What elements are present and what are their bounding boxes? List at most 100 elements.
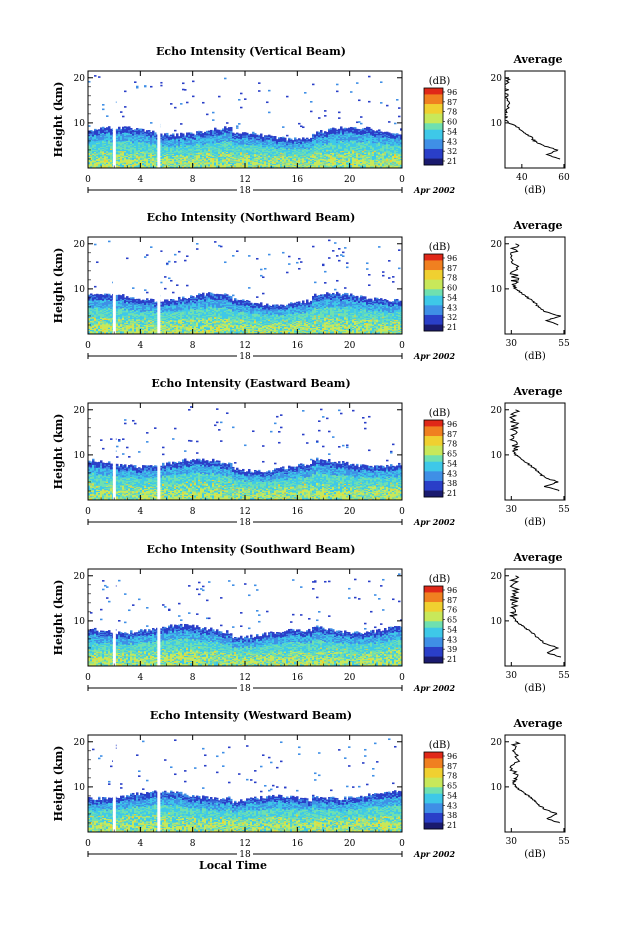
panel-3: Echo Intensity (Eastward Beam) 20 10 Height… [52, 377, 570, 528]
avg-x-axis-label: (dB) [524, 351, 546, 362]
colorbar-tick-label: 78 [447, 772, 457, 781]
colorbar [423, 419, 444, 498]
y-tick-label: 20 [74, 572, 86, 582]
x-tick-label: 0 [399, 839, 405, 849]
average-profile-line [508, 575, 562, 658]
x-tick-label: 4 [137, 507, 143, 517]
colorbar [423, 751, 444, 830]
colorbar-tick-label: 21 [447, 821, 457, 830]
x-tick-label: 4 [137, 673, 143, 683]
heatmap [88, 237, 402, 334]
y-axis-label: Height (km) [52, 248, 65, 324]
x-tick-label: 0 [399, 341, 405, 351]
colorbar-tick-label: 21 [447, 157, 457, 166]
x-tick-label: 20 [344, 175, 356, 185]
colorbar-tick-label: 87 [447, 762, 457, 771]
average-frame [504, 402, 566, 501]
colorbar-tick-label: 54 [447, 127, 457, 136]
date-label: Apr 2002 [413, 517, 456, 527]
colorbar-tick-label: 43 [447, 635, 457, 644]
date-label: Apr 2002 [413, 683, 456, 693]
x-tick-label: 0 [85, 175, 91, 185]
heatmap [88, 71, 402, 168]
colorbar-tick-label: 43 [447, 137, 457, 146]
panel-1: Echo Intensity (Vertical Beam) 20 10 Height… [52, 45, 570, 196]
average-title: Average [512, 53, 562, 66]
colorbar-tick-label: 43 [447, 469, 457, 478]
y-axis-label: Height (km) [52, 414, 65, 490]
avg-x-tick-label: 55 [558, 339, 570, 349]
colorbar-tick-label: 39 [447, 645, 457, 654]
avg-x-tick-label: 55 [558, 505, 570, 515]
avg-x-tick-label: 30 [506, 339, 518, 349]
x-tick-label: 20 [344, 839, 356, 849]
y-axis-label: Height (km) [52, 580, 65, 656]
colorbar-tick-label: 78 [447, 440, 457, 449]
colorbar-tick-label: 96 [447, 254, 457, 263]
y-axis-label: Height (km) [52, 746, 65, 822]
colorbar [423, 87, 444, 166]
day-label: 18 [239, 850, 251, 860]
x-tick-label: 12 [239, 175, 250, 185]
avg-y-tick-label: 20 [491, 74, 503, 84]
chart-title: Echo Intensity (Eastward Beam) [151, 377, 350, 390]
chart-title: Echo Intensity (Northward Beam) [147, 211, 356, 224]
x-axis-label: Local Time [199, 859, 267, 872]
average-frame [504, 70, 566, 169]
colorbar-tick-label: 78 [447, 274, 457, 283]
colorbar-tick-label: 54 [447, 625, 457, 634]
average-title: Average [512, 219, 562, 232]
x-tick-label: 0 [85, 839, 91, 849]
avg-y-tick-label: 20 [491, 738, 503, 748]
x-tick-label: 8 [190, 341, 196, 351]
x-tick-label: 0 [85, 341, 91, 351]
colorbar-tick-label: 78 [447, 108, 457, 117]
colorbar-tick-label: 60 [447, 284, 457, 293]
colorbar-unit: (dB) [429, 574, 451, 585]
panel-4: Echo Intensity (Southward Beam) 20 10 Heigh… [52, 543, 570, 694]
y-tick-label: 10 [74, 617, 86, 627]
colorbar-tick-label: 96 [447, 586, 457, 595]
avg-y-tick-label: 10 [491, 119, 503, 129]
date-label: Apr 2002 [413, 351, 456, 361]
average-frame [504, 568, 566, 667]
avg-y-tick-label: 10 [491, 285, 503, 295]
colorbar-tick-label: 43 [447, 801, 457, 810]
avg-x-axis-label: (dB) [524, 683, 546, 694]
colorbar-tick-label: 65 [447, 450, 457, 459]
colorbar-tick-label: 43 [447, 303, 457, 312]
colorbar-tick-label: 21 [447, 323, 457, 332]
chart-title: Echo Intensity (Westward Beam) [150, 709, 352, 722]
avg-x-axis-label: (dB) [524, 185, 546, 196]
x-tick-label: 0 [85, 507, 91, 517]
date-label: Apr 2002 [413, 185, 456, 195]
colorbar-tick-label: 65 [447, 616, 457, 625]
x-tick-label: 4 [137, 341, 143, 351]
colorbar [423, 585, 444, 664]
x-tick-label: 4 [137, 839, 143, 849]
colorbar-tick-label: 54 [447, 293, 457, 302]
average-frame [504, 236, 566, 335]
avg-x-axis-label: (dB) [524, 517, 546, 528]
colorbar-tick-label: 87 [447, 264, 457, 273]
colorbar-tick-label: 65 [447, 782, 457, 791]
avg-y-tick-label: 10 [491, 783, 503, 793]
panel-5: Echo Intensity (Westward Beam) 20 10 Height… [52, 709, 570, 872]
x-tick-label: 8 [190, 839, 196, 849]
colorbar-tick-label: 21 [447, 655, 457, 664]
average-title: Average [512, 385, 562, 398]
y-tick-label: 20 [74, 738, 86, 748]
avg-y-tick-label: 20 [491, 406, 503, 416]
colorbar-unit: (dB) [429, 76, 451, 87]
colorbar-tick-label: 54 [447, 459, 457, 468]
colorbar-tick-label: 21 [447, 489, 457, 498]
colorbar-tick-label: 96 [447, 752, 457, 761]
avg-x-tick-label: 30 [506, 671, 518, 681]
y-tick-label: 10 [74, 451, 86, 461]
day-label: 18 [239, 186, 251, 196]
y-tick-label: 10 [74, 285, 86, 295]
average-profile-line [509, 741, 560, 824]
colorbar-tick-label: 76 [447, 606, 457, 615]
colorbar-tick-label: 32 [447, 147, 457, 156]
